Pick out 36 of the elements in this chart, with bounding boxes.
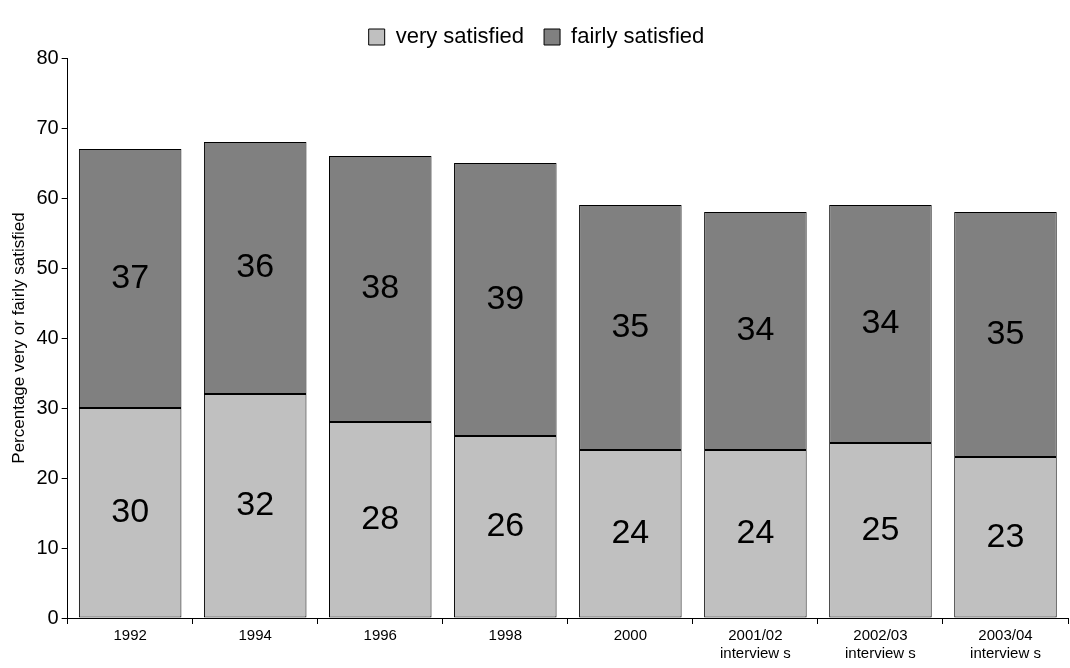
data-label: 32 (236, 484, 275, 523)
data-label: 23 (986, 515, 1025, 554)
y-tick-label: 20 (36, 465, 59, 488)
legend-label: very satisfied (395, 23, 525, 49)
data-label: 36 (236, 246, 275, 285)
y-tick-label: 60 (36, 185, 59, 208)
y-tick-label: 80 (36, 45, 59, 68)
y-tick-label: 0 (47, 605, 59, 628)
x-tick-label: 2002/03 interview s (845, 626, 916, 662)
data-label: 25 (861, 508, 900, 547)
data-label: 24 (736, 512, 775, 551)
data-label: 34 (861, 302, 900, 341)
x-tick-label: 1994 (238, 626, 272, 644)
y-tick-label: 50 (36, 255, 59, 278)
x-tick-label: 1996 (363, 626, 397, 644)
data-label: 37 (111, 256, 150, 295)
data-label: 39 (486, 277, 525, 316)
y-axis-title: Percentage very or fairly satisfied (8, 212, 28, 464)
data-label: 35 (611, 305, 650, 344)
legend-label: fairly satisfied (571, 23, 705, 49)
x-tick-label: 2000 (613, 626, 648, 644)
data-label: 35 (986, 312, 1025, 351)
y-tick-label: 70 (36, 115, 59, 138)
data-label: 34 (736, 309, 775, 348)
data-label: 30 (111, 491, 150, 530)
x-tick-label: 1998 (488, 626, 522, 644)
y-tick-label: 30 (36, 395, 59, 418)
x-tick-label: 1992 (113, 626, 147, 644)
data-label: 38 (361, 267, 400, 306)
data-label: 28 (361, 498, 400, 537)
x-tick-label: 2003/04 interview s (970, 626, 1041, 662)
data-label: 26 (486, 505, 525, 544)
x-tick-label: 2001/02 interview s (719, 626, 791, 662)
y-tick-label: 10 (36, 535, 59, 558)
data-label: 24 (611, 512, 650, 551)
y-tick-label: 40 (36, 325, 59, 348)
